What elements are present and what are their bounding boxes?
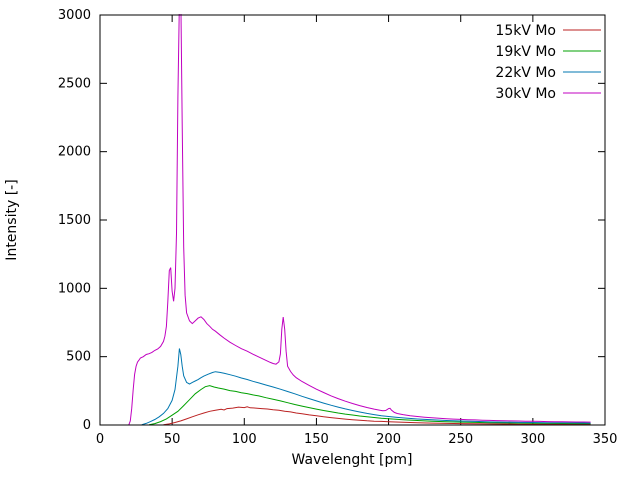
x-tick-label: 200	[376, 432, 401, 447]
x-tick-label: 100	[232, 432, 257, 447]
y-tick-label: 0	[83, 418, 91, 433]
y-tick-label: 1500	[58, 213, 91, 228]
legend-label-15kv-mo: 15kV Mo	[495, 23, 556, 39]
y-tick-label: 1000	[58, 281, 91, 296]
x-tick-label: 150	[304, 432, 329, 447]
series-line-30kv-mo	[128, 14, 591, 425]
x-tick-label: 300	[520, 432, 545, 447]
legend-label-22kv-mo: 22kV Mo	[495, 65, 556, 81]
axes-ticks: 0 50 100 150 200 250 300 350 0 500 1000 1500 2000 250…	[58, 8, 618, 447]
plot-border	[99, 14, 606, 426]
y-tick-label: 3000	[58, 8, 91, 23]
x-tick-label: 50	[164, 432, 181, 447]
series-line-19kv-mo	[149, 385, 591, 426]
series-lines	[128, 14, 591, 426]
legend-label-30kv-mo: 30kV Mo	[495, 86, 556, 102]
y-tick-label: 2500	[58, 76, 91, 91]
y-tick-label: 2000	[58, 145, 91, 160]
y-tick-label: 500	[66, 350, 91, 365]
series-line-15kv-mo	[163, 406, 591, 426]
x-axis-label: Wavelenght [pm]	[292, 452, 413, 468]
x-tick-label: 0	[96, 432, 104, 447]
plot-area	[100, 15, 605, 425]
legend-label-19kv-mo: 19kV Mo	[495, 44, 556, 60]
series-line-22kv-mo	[141, 348, 591, 426]
legend: 15kV Mo 19kV Mo 22kV Mo 30kV Mo	[495, 23, 601, 102]
x-tick-label: 350	[593, 432, 618, 447]
x-tick-label: 250	[448, 432, 473, 447]
y-axis-label: Intensity [-]	[4, 179, 20, 260]
